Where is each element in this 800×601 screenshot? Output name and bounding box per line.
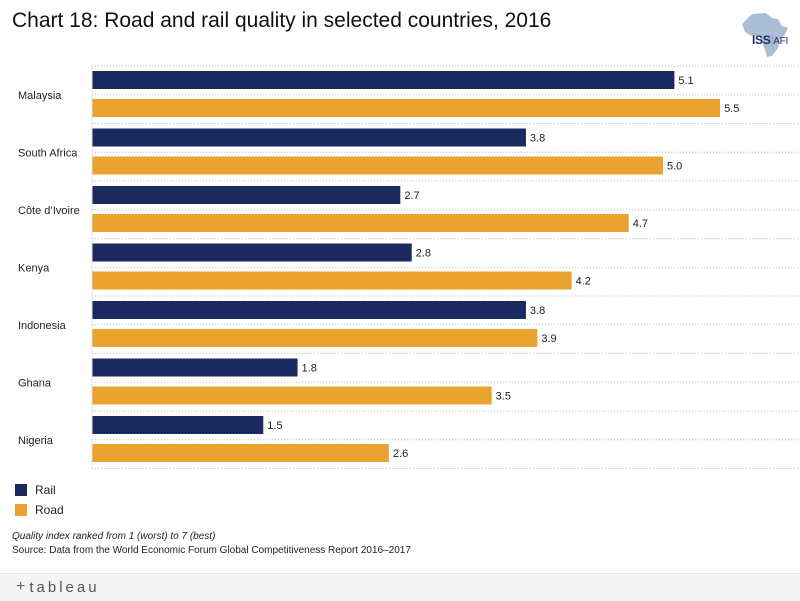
data-label-road-ghana: 3.5 (496, 391, 511, 403)
tableau-logo[interactable]: + tableau (16, 578, 100, 596)
tableau-mark-icon: + (16, 578, 26, 595)
logo-suffix: AFI (773, 36, 788, 47)
legend: Rail Road (15, 480, 64, 520)
data-label-rail-nigeria: 1.5 (267, 420, 282, 432)
category-label-indonesia: Indonesia (18, 320, 67, 332)
logo-name: ISS (752, 33, 771, 47)
iss-afi-logo: ISS|AFI (752, 33, 788, 47)
bar-rail-south-africa[interactable] (92, 128, 526, 147)
bar-road-ghana[interactable] (92, 386, 492, 405)
bar-road-malaysia[interactable] (92, 99, 721, 117)
category-label-ghana: Ghana (18, 377, 52, 389)
data-label-road-malaysia: 5.5 (724, 103, 739, 115)
footnote-note: Quality index ranked from 1 (worst) to 7… (12, 531, 216, 542)
legend-item-road[interactable]: Road (15, 500, 64, 520)
bar-rail-malaysia[interactable] (92, 71, 675, 89)
bar-rail-kenya[interactable] (92, 243, 412, 262)
data-label-rail-ghana: 1.8 (302, 363, 317, 375)
legend-label-road: Road (35, 503, 64, 517)
category-label-nigeria: Nigeria (18, 435, 54, 447)
data-label-rail-malaysia: 5.1 (678, 75, 693, 87)
data-label-road-south-africa: 5.0 (667, 161, 682, 173)
logo-separator: | (770, 33, 774, 47)
africa-map-icon (742, 13, 788, 57)
bar-road-south-africa[interactable] (92, 156, 663, 175)
bar-road-indonesia[interactable] (92, 329, 538, 347)
tableau-wordmark: tableau (29, 578, 100, 596)
bar-road-nigeria[interactable] (92, 444, 389, 462)
category-label-cote-d-ivoire: Côte d’Ivoire (18, 205, 80, 217)
data-label-road-kenya: 4.2 (576, 276, 591, 288)
bar-road-kenya[interactable] (92, 271, 572, 290)
legend-swatch-road (15, 504, 27, 516)
category-label-south-africa: South Africa (18, 147, 78, 159)
category-label-kenya: Kenya (18, 262, 50, 274)
tableau-footer: + tableau (0, 573, 800, 601)
bar-rail-nigeria[interactable] (92, 416, 264, 434)
data-label-rail-cote-d-ivoire: 2.7 (404, 190, 419, 202)
data-label-road-indonesia: 3.9 (541, 333, 556, 345)
data-label-road-nigeria: 2.6 (393, 448, 408, 460)
bar-rail-cote-d-ivoire[interactable] (92, 186, 401, 204)
footnote-source: Source: Data from the World Economic For… (12, 545, 411, 556)
footnote: Quality index ranked from 1 (worst) to 7… (12, 530, 411, 558)
category-label-malaysia: Malaysia (18, 90, 62, 102)
chart-title: Chart 18: Road and rail quality in selec… (12, 9, 552, 32)
bar-road-cote-d-ivoire[interactable] (92, 214, 629, 232)
bar-rail-ghana[interactable] (92, 358, 298, 377)
data-label-rail-kenya: 2.8 (416, 248, 431, 260)
bar-rail-indonesia[interactable] (92, 301, 526, 319)
data-label-rail-south-africa: 3.8 (530, 133, 545, 145)
data-label-rail-indonesia: 3.8 (530, 305, 545, 317)
data-label-road-cote-d-ivoire: 4.7 (633, 218, 648, 230)
legend-item-rail[interactable]: Rail (15, 480, 64, 500)
legend-label-rail: Rail (35, 483, 56, 497)
bar-chart: Malaysia 5.1 5.5 South Africa 3.8 5.0 Côte d’I… (18, 65, 800, 469)
legend-swatch-rail (15, 484, 27, 496)
